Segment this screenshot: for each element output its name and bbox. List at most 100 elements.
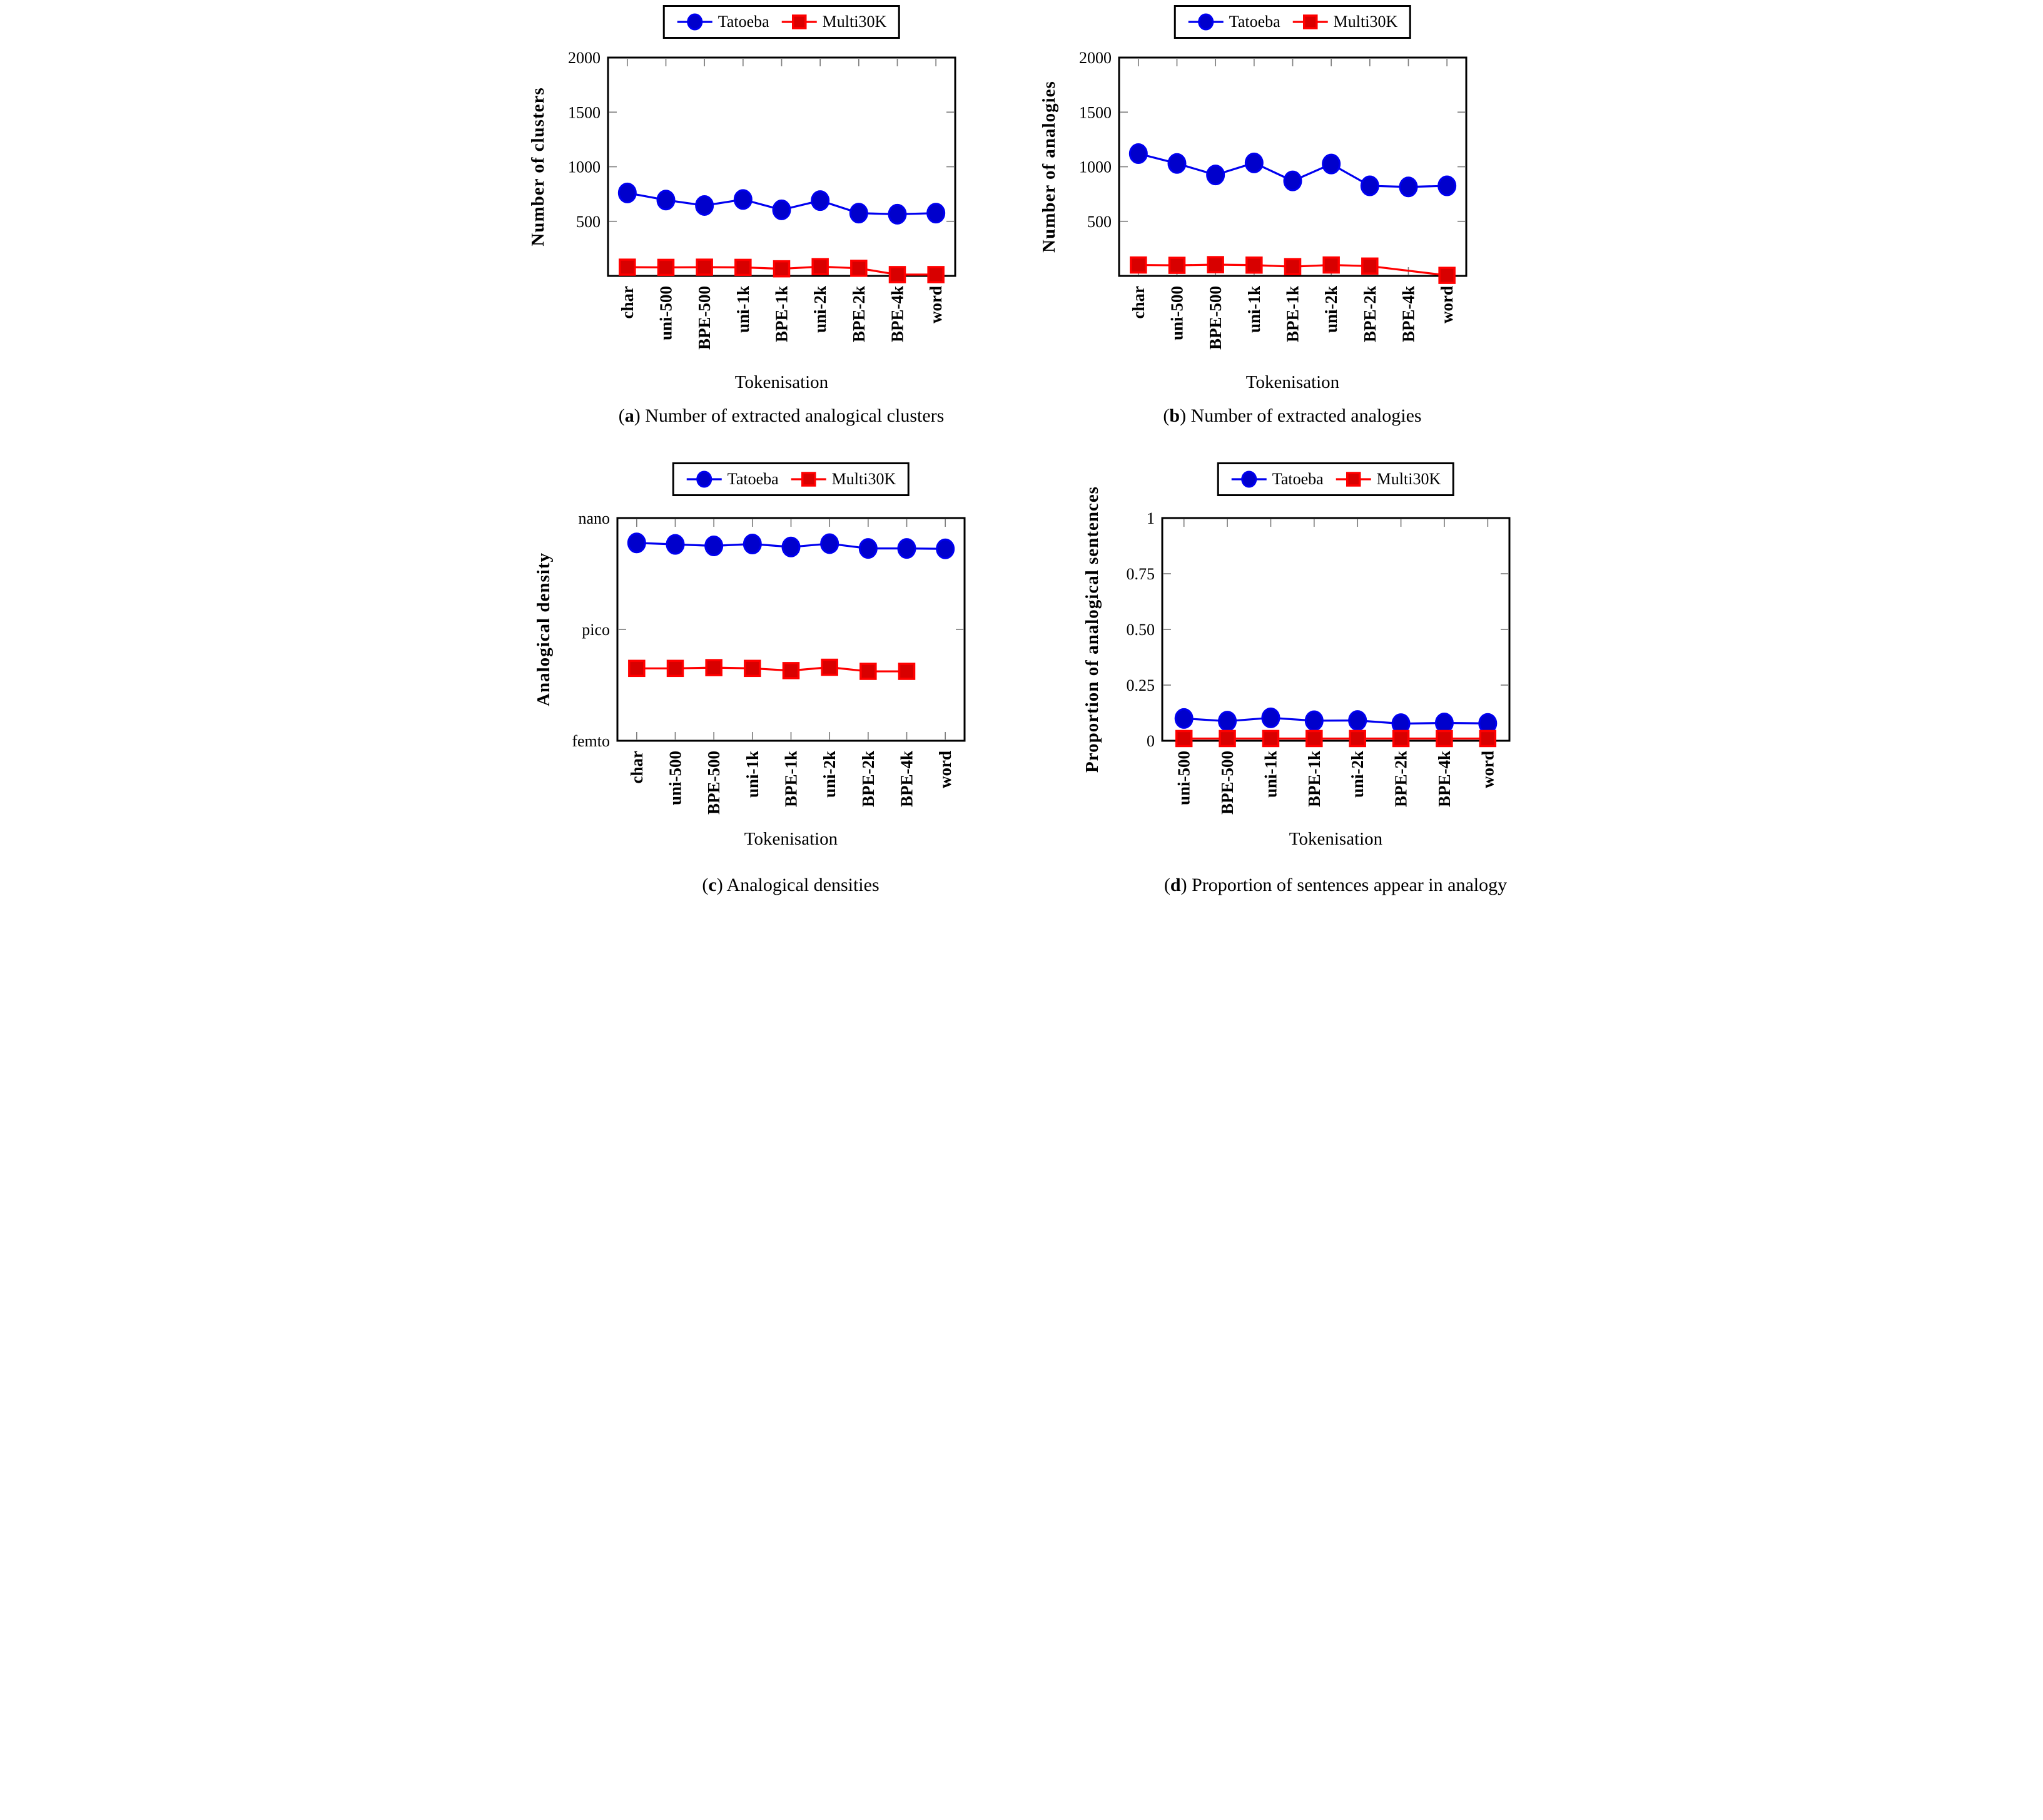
caption-letter: c <box>708 875 717 895</box>
legend-entry-tatoeba: Tatoeba <box>686 470 779 489</box>
caption-letter: b <box>1169 405 1180 426</box>
legend-square-icon <box>1292 14 1328 29</box>
x-tick-label: uni-2k <box>1322 286 1341 333</box>
y-axis-label: Proportion of analogical sentences <box>1082 486 1102 773</box>
marker-square <box>627 659 646 678</box>
x-axis-label: Tokenisation <box>1289 829 1382 849</box>
marker-circle <box>1205 165 1225 186</box>
legend-b: Tatoeba Multi30K <box>1174 5 1411 39</box>
marker-circle <box>1360 175 1379 196</box>
x-tick-label: uni-2k <box>811 286 829 333</box>
x-tick-label: uni-1k <box>1244 286 1263 333</box>
x-tick-label: BPE-2k <box>1360 286 1379 342</box>
marker-square <box>1218 730 1236 748</box>
marker-circle <box>1437 175 1456 196</box>
marker-square <box>1479 730 1496 748</box>
marker-circle <box>1434 713 1454 734</box>
plot-frame <box>1118 56 1467 277</box>
x-tick-label: uni-2k <box>1348 751 1367 798</box>
x-tick-label: uni-1k <box>733 286 752 333</box>
marker-square <box>1168 257 1185 274</box>
marker-square <box>801 472 816 487</box>
series-tatoeba <box>617 182 945 225</box>
marker-circle <box>926 203 945 224</box>
series-tatoeba <box>1128 143 1456 198</box>
marker-circle <box>1321 153 1341 175</box>
figure-analogy-statistics: 500 1000 1500 2000 char uni-500 BPE-500 uni-1k B… <box>510 0 1533 910</box>
y-tick-label: nano <box>578 509 610 527</box>
x-tick-label: uni-500 <box>666 751 684 805</box>
x-tick-label: BPE-1k <box>1283 286 1302 342</box>
marker-circle <box>1167 153 1186 174</box>
legend-label: Tatoeba <box>727 470 779 488</box>
y-axis-label: Number of clusters <box>528 87 548 246</box>
caption-text: Proportion of sentences appear in analog… <box>1192 875 1508 895</box>
marker-circle <box>687 13 703 31</box>
x-tick-label: uni-500 <box>1167 286 1186 340</box>
marker-circle <box>1198 13 1214 31</box>
caption-letter: a <box>624 405 634 426</box>
y-tick-label: 1000 <box>1079 158 1112 176</box>
plot-b: 500 1000 1500 2000 char uni-500 BPE-500 uni-1k B… <box>1039 49 1467 392</box>
marker-circle <box>696 470 712 488</box>
marker-square <box>782 662 799 679</box>
legend-entry-tatoeba: Tatoeba <box>1187 13 1280 31</box>
y-tick-label: 0.75 <box>1126 565 1155 583</box>
marker-square <box>1206 256 1224 273</box>
marker-square <box>1435 730 1453 748</box>
plot-d: 0 0.25 0.50 0.75 1 uni-500 BPE-500 uni-1k BPE-1k… <box>1082 486 1510 849</box>
caption-c: (c) Analogical densities <box>702 875 880 895</box>
caption-b: (b) Number of extracted analogies <box>1163 405 1422 426</box>
x-tick-label: BPE-500 <box>704 751 723 815</box>
plot-frame <box>1161 517 1510 742</box>
marker-circle <box>1217 711 1237 732</box>
series-tatoeba <box>1174 707 1497 735</box>
marker-square <box>666 659 684 678</box>
x-tick-label: BPE-500 <box>1218 751 1237 815</box>
y-tick-label: 1 <box>1147 509 1155 527</box>
caption-letter: d <box>1170 875 1181 895</box>
y-tick-label: 2000 <box>568 49 601 67</box>
marker-square <box>695 258 713 276</box>
marker-square <box>1262 730 1279 748</box>
y-tick-label: femto <box>572 732 610 750</box>
marker-circle <box>704 536 723 556</box>
legend-entry-multi30k: Multi30K <box>781 13 887 31</box>
x-tick-label: char <box>617 286 636 319</box>
marker-square <box>1437 267 1456 284</box>
x-tick-label: word <box>1478 751 1497 788</box>
legend-circle-icon <box>677 13 712 31</box>
x-tick-label: BPE-4k <box>897 751 916 807</box>
x-tick-label: uni-500 <box>656 286 675 340</box>
legend-label: Multi30K <box>822 13 887 31</box>
plot-c: nano pico femto char uni-500 BPE-500 uni-1k BPE… <box>534 509 965 849</box>
marker-circle <box>1399 176 1417 198</box>
legend-label: Tatoeba <box>717 13 769 31</box>
legend-entry-tatoeba: Tatoeba <box>676 13 769 31</box>
series-multi30k <box>1129 256 1456 284</box>
marker-circle <box>1347 710 1367 731</box>
x-axis-label: Tokenisation <box>734 372 828 392</box>
marker-square <box>1361 257 1379 275</box>
legend-entry-multi30k: Multi30K <box>790 470 896 489</box>
y-tick-label: 0.50 <box>1126 621 1155 639</box>
x-tick-label: BPE-500 <box>1206 286 1225 350</box>
marker-circle <box>849 203 868 224</box>
x-tick-label: char <box>1128 286 1147 319</box>
x-tick-label: BPE-4k <box>1434 751 1453 807</box>
marker-square <box>898 663 915 680</box>
marker-circle <box>627 532 646 554</box>
marker-square <box>1245 256 1263 274</box>
legend-entry-tatoeba: Tatoeba <box>1230 470 1324 489</box>
legend-d: Tatoeba Multi30K <box>1217 462 1454 496</box>
legend-label: Tatoeba <box>1272 470 1324 488</box>
legend-entry-multi30k: Multi30K <box>1292 13 1397 31</box>
y-axis-label: Number of analogies <box>1039 81 1059 253</box>
x-tick-label: word <box>936 751 955 788</box>
caption-a: (a) Number of extracted analogical clust… <box>618 405 945 426</box>
y-tick-label: 0.25 <box>1126 676 1155 694</box>
legend-circle-icon <box>686 470 722 488</box>
marker-circle <box>656 190 675 211</box>
y-tick-label: 2000 <box>1079 49 1112 67</box>
legend-label: Tatoeba <box>1229 13 1280 31</box>
